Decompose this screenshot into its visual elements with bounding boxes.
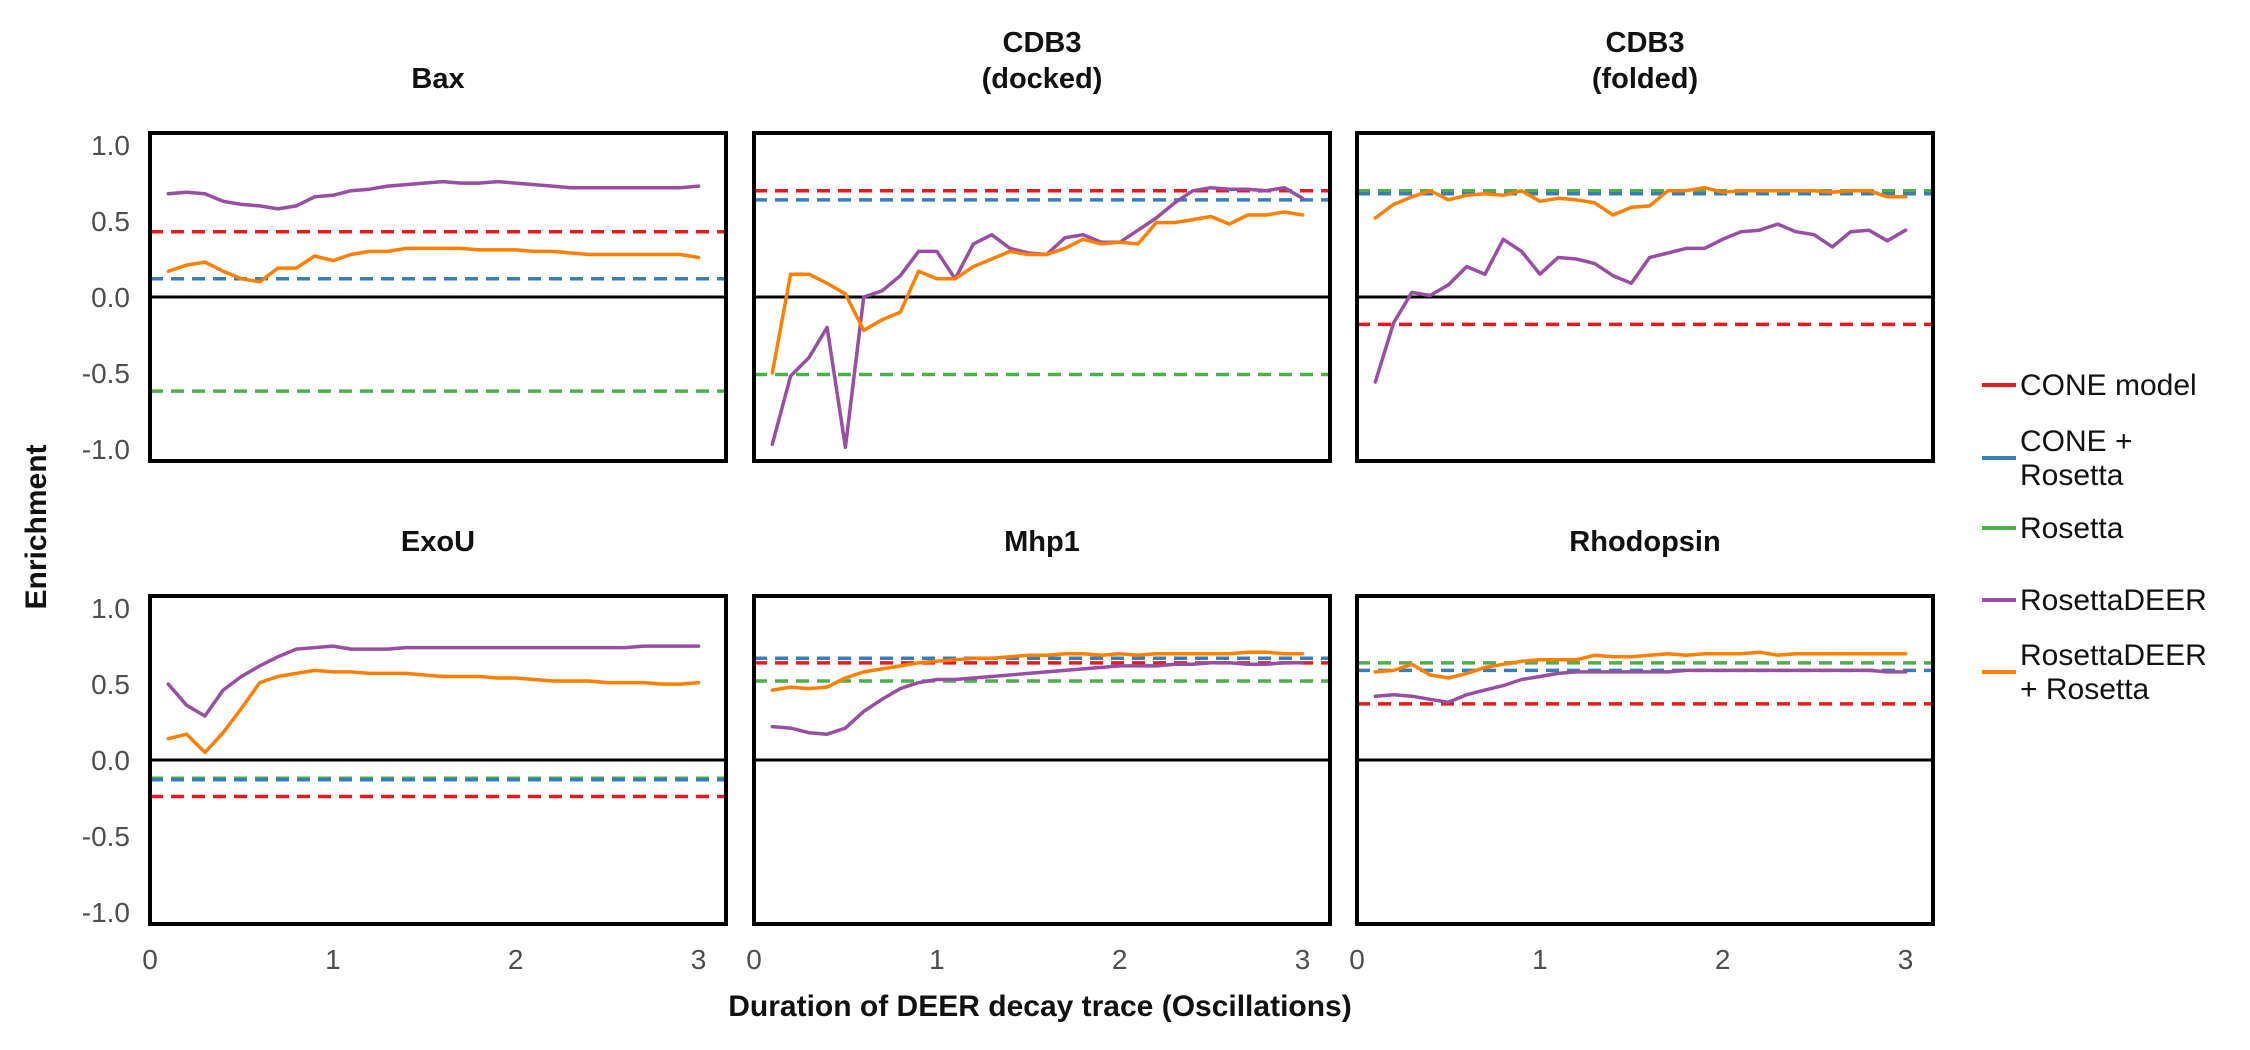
- panel-data-bax: [150, 179, 726, 393]
- y-tick-label: 0.0: [91, 745, 130, 776]
- panel-mhp1: Mhp1 0 1 2 3: [746, 526, 1332, 975]
- panel-exou: ExoU -1.0 -0.5 0.0 0.5 1.0 0 1 2 3: [82, 526, 728, 975]
- y-tick-label: -0.5: [82, 821, 130, 852]
- x-tick-label: 1: [929, 944, 945, 975]
- legend-label: Rosetta: [2020, 512, 2124, 545]
- series-line-rosettadeer-rosetta: [770, 210, 1305, 375]
- legend-label: CONE +: [2020, 425, 2133, 458]
- series-line-rosettadeer-rosetta: [770, 650, 1305, 692]
- panel-frame: [1355, 131, 1935, 463]
- x-tick-label: 0: [1349, 944, 1365, 975]
- x-tick-label: 1: [325, 944, 341, 975]
- x-axis-title: Duration of DEER decay trace (Oscillatio…: [728, 990, 1351, 1023]
- x-tick-label: 3: [1295, 944, 1311, 975]
- panel-cdb3-folded: CDB3 (folded): [1355, 27, 1935, 463]
- series-line-rosettadeer: [1373, 668, 1908, 705]
- series-line-rosettadeer-rosetta: [166, 668, 701, 755]
- series-line-rosettadeer: [166, 179, 701, 211]
- legend-item-cone-rosetta: CONE +Rosetta: [1982, 425, 2133, 492]
- series-line-rosettadeer-rosetta: [1373, 185, 1908, 220]
- legend-label: + Rosetta: [2020, 673, 2150, 706]
- legend-label: Rosetta: [2020, 459, 2124, 492]
- panel-cdb3-docked: CDB3 (docked): [752, 27, 1332, 463]
- x-tick-label: 2: [1112, 944, 1128, 975]
- series-line-rosettadeer: [1373, 222, 1908, 384]
- y-tick-label: -1.0: [82, 897, 130, 928]
- legend-item-rosetta: Rosetta: [1982, 512, 2124, 545]
- y-axis-title: Enrichment: [20, 444, 53, 609]
- panel-data-cdb3-folded: [1357, 185, 1933, 384]
- chart-panels: Bax -1.0 -0.5 0.0 0.5 1.0 CDB3 (docked) CDB3 (fol…: [82, 27, 1935, 975]
- panel-frame: [148, 131, 728, 463]
- y-tick-label: 0.5: [91, 206, 130, 237]
- x-tick-label: 3: [1898, 944, 1914, 975]
- legend-item-cone: CONE model: [1982, 369, 2197, 402]
- y-tick-label: 1.0: [91, 593, 130, 624]
- y-tick-label: 1.0: [91, 130, 130, 161]
- legend-label: CONE model: [2020, 369, 2197, 402]
- y-tick-label: -0.5: [82, 358, 130, 389]
- panel-frame: [752, 594, 1332, 926]
- panel-data-cdb3-docked: [754, 185, 1330, 450]
- panel-title-mhp1: Mhp1: [1004, 526, 1080, 558]
- panel-bax: Bax -1.0 -0.5 0.0 0.5 1.0: [82, 63, 728, 465]
- legend-item-rosettadeer: RosettaDEER: [1982, 584, 2207, 617]
- panel-data-mhp1: [754, 650, 1330, 762]
- legend-label: RosettaDEER: [2020, 584, 2207, 617]
- x-tick-label: 0: [142, 944, 158, 975]
- panel-title-exou: ExoU: [401, 526, 475, 558]
- series-line-rosettadeer-rosetta: [1373, 650, 1908, 680]
- panel-title-cdb3-folded: (folded): [1592, 63, 1698, 95]
- legend-item-rosettadeer-rosetta: RosettaDEER+ Rosetta: [1982, 639, 2207, 706]
- x-tick-label: 2: [508, 944, 524, 975]
- panel-data-exou: [150, 644, 726, 799]
- series-line-rosettadeer: [770, 661, 1305, 736]
- y-tick-label: -1.0: [82, 434, 130, 465]
- panel-title-cdb3-docked: CDB3: [1003, 27, 1082, 59]
- y-tick-label: 0.5: [91, 669, 130, 700]
- panel-frame: [752, 131, 1332, 463]
- legend-label: RosettaDEER: [2020, 639, 2207, 672]
- x-tick-label: 3: [691, 944, 707, 975]
- y-tick-label: 0.0: [91, 282, 130, 313]
- x-tick-label: 2: [1715, 944, 1731, 975]
- x-tick-label: 1: [1532, 944, 1548, 975]
- panel-frame: [148, 594, 728, 926]
- series-line-rosettadeer-rosetta: [166, 246, 701, 284]
- panel-frame: [1355, 594, 1935, 926]
- panel-rhodopsin: Rhodopsin 0 1 2 3: [1349, 526, 1935, 975]
- panel-title-cdb3-folded: CDB3: [1606, 27, 1685, 59]
- x-tick-label: 0: [746, 944, 762, 975]
- series-line-rosettadeer: [166, 644, 701, 718]
- panel-title-bax: Bax: [411, 63, 464, 95]
- panel-title-rhodopsin: Rhodopsin: [1569, 526, 1720, 558]
- panel-data-rhodopsin: [1357, 650, 1933, 762]
- panel-title-cdb3-docked: (docked): [982, 63, 1103, 95]
